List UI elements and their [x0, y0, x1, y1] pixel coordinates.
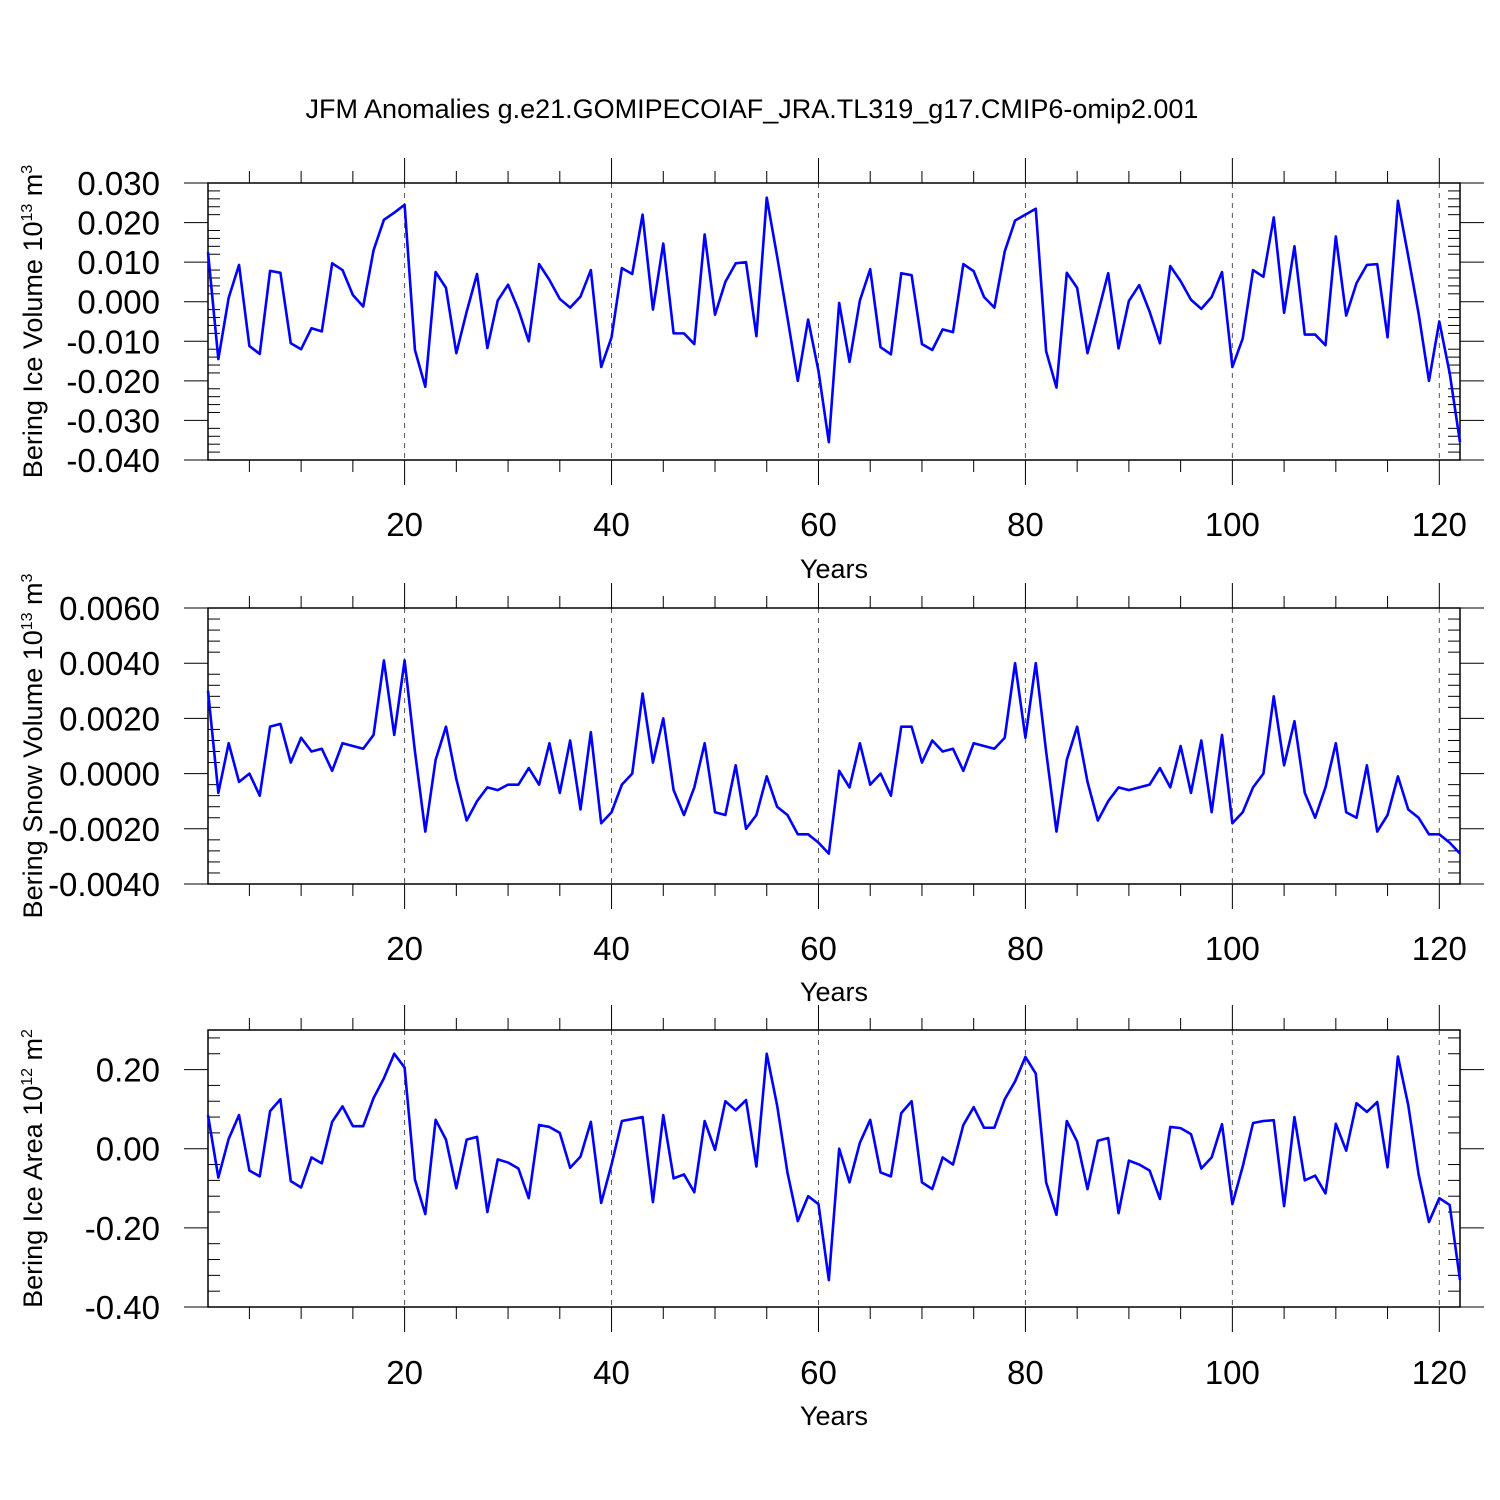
y-tick-label: -0.040 — [66, 442, 160, 479]
y-axis-title: Bering Snow Volume 1013 m3 — [18, 573, 48, 918]
x-tick-label: 20 — [386, 506, 423, 543]
series-line — [206, 659, 1461, 855]
y-axis-title: Bering Ice Volume 1013 m3 — [18, 165, 48, 478]
x-axis-title: Years — [800, 1401, 868, 1431]
x-tick-label: 60 — [800, 930, 837, 967]
x-axis-title: Years — [800, 554, 868, 584]
y-axis-title-text: Bering Ice Volume 10 — [18, 222, 48, 479]
y-tick-label: -0.0020 — [48, 811, 160, 848]
panel-ice-volume: -0.040-0.030-0.020-0.0100.0000.0100.0200… — [18, 158, 1484, 584]
y-tick-label: 0.020 — [77, 205, 160, 242]
y-axis-title-unit: m — [18, 174, 48, 204]
y-axis-title-text: Bering Ice Area 10 — [18, 1086, 48, 1308]
x-tick-label: 20 — [386, 1354, 423, 1391]
x-axis-title: Years — [800, 977, 868, 1007]
y-tick-label: 0.0020 — [59, 700, 160, 737]
x-tick-label: 40 — [593, 930, 630, 967]
plot-frame — [207, 182, 1461, 461]
y-axis-title-exponent: 13 — [19, 204, 36, 222]
y-tick-label: 0.00 — [96, 1131, 160, 1168]
plot-frame — [207, 607, 1461, 885]
y-tick-label: 0.0060 — [59, 590, 160, 627]
x-tick-label: 120 — [1412, 1354, 1467, 1391]
x-tick-label: 20 — [386, 930, 423, 967]
x-tick-label: 60 — [800, 506, 837, 543]
y-tick-label: 0.010 — [77, 244, 160, 281]
y-axis-title-unit-exponent: 3 — [19, 165, 36, 174]
x-tick-label: 100 — [1205, 930, 1260, 967]
x-tick-label: 40 — [593, 506, 630, 543]
y-axis-title-unit-exponent: 3 — [19, 573, 36, 582]
y-tick-label: 0.0000 — [59, 756, 160, 793]
series-line — [206, 1052, 1462, 1282]
y-tick-label: 0.20 — [96, 1052, 160, 1089]
y-axis-title-text: Bering Snow Volume 10 — [18, 630, 48, 918]
x-tick-label: 80 — [1007, 506, 1044, 543]
y-tick-label: -0.010 — [66, 323, 160, 360]
y-axis-title-exponent: 13 — [19, 612, 36, 630]
chart-title: JFM Anomalies g.e21.GOMIPECOIAF_JRA.TL31… — [306, 94, 1199, 124]
x-tick-label: 80 — [1007, 1354, 1044, 1391]
y-axis-title-unit: m — [18, 1038, 48, 1068]
panel-ice-area: -0.40 -0.20 0.00 0.20 20 40 60 80 100 120 Years Ber… — [18, 1005, 1484, 1431]
y-axis-title-exponent: 12 — [19, 1068, 36, 1086]
y-tick-label: 0.0040 — [59, 645, 160, 682]
x-tick-label: 120 — [1412, 930, 1467, 967]
x-tick-label: 80 — [1007, 930, 1044, 967]
y-tick-label: -0.40 — [85, 1289, 160, 1326]
x-tick-label: 60 — [800, 1354, 837, 1391]
y-tick-label: 0.030 — [77, 165, 160, 202]
series-line — [206, 196, 1462, 444]
y-axis-title-unit: m — [18, 582, 48, 612]
y-tick-label: -0.020 — [66, 363, 160, 400]
y-tick-label: -0.030 — [66, 402, 160, 439]
y-axis-title: Bering Ice Area 1012 m2 — [18, 1029, 48, 1308]
plot-frame — [207, 1029, 1461, 1308]
x-tick-label: 100 — [1205, 1354, 1260, 1391]
x-tick-label: 40 — [593, 1354, 630, 1391]
y-tick-label: 0.000 — [77, 284, 160, 321]
x-tick-label: 120 — [1412, 506, 1467, 543]
panel-snow-volume: -0.0040 -0.0020 0.0000 0.0020 0.0040 0.0060 20… — [18, 573, 1484, 1007]
y-axis-title-unit-exponent: 2 — [19, 1029, 36, 1038]
y-tick-label: -0.0040 — [48, 866, 160, 903]
y-tick-label: -0.20 — [85, 1210, 160, 1247]
x-tick-label: 100 — [1205, 506, 1260, 543]
